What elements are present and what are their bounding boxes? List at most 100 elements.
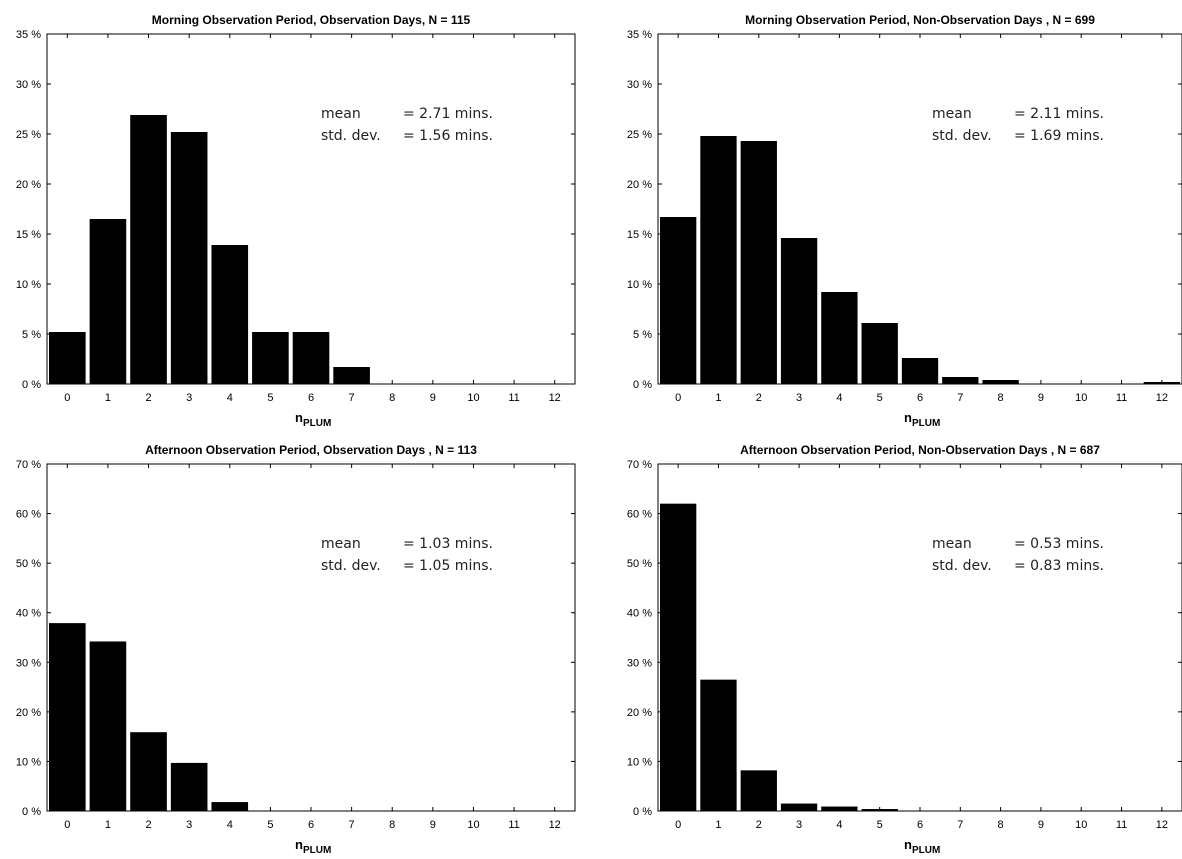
x-tick-label: 12 [1156,392,1168,404]
mean-value: = 2.11 mins. [1014,106,1104,122]
y-tick-label: 10 % [627,279,652,291]
x-tick-label: 8 [389,819,395,831]
x-tick-label: 9 [1038,392,1044,404]
y-tick-label: 25 % [16,129,41,141]
x-tick-label: 2 [145,392,151,404]
y-tick-label: 0 % [22,379,41,391]
y-tick-label: 10 % [16,279,41,291]
chart-title: Afternoon Observation Period, Non-Observ… [740,443,1100,457]
x-tick-label: 4 [836,819,842,831]
bar-1 [700,679,737,811]
y-tick-label: 20 % [16,707,41,719]
bar-3 [780,238,818,384]
bar-1 [89,219,127,384]
x-tick-label: 1 [715,392,721,404]
y-tick-label: 35 % [627,29,652,41]
bar-6 [292,332,330,384]
y-tick-label: 10 % [627,756,652,768]
bar-0 [49,623,86,811]
bar-7 [333,367,370,384]
x-tick-label: 11 [508,392,519,404]
y-tick-label: 35 % [16,29,41,41]
x-tick-label: 0 [64,819,70,831]
std-dev-value: = 1.05 mins. [403,558,493,574]
x-tick-label: 4 [836,392,842,404]
x-tick-label: 2 [756,819,762,831]
std-dev-label: std. dev. [932,128,992,144]
x-tick-label: 12 [1156,819,1168,831]
std-dev-value: = 0.83 mins. [1014,558,1104,574]
x-tick-label: 6 [917,819,923,831]
y-tick-label: 15 % [16,229,41,241]
chart-panel-4: Afternoon Observation Period, Non-Observ… [627,443,1182,856]
y-tick-label: 5 % [633,329,652,341]
chart-title: Afternoon Observation Period, Observatio… [145,443,477,457]
x-tick-label: 11 [508,819,519,831]
x-axis-label: nPLUM [295,410,331,429]
x-tick-label: 3 [186,819,192,831]
y-tick-label: 70 % [627,459,652,471]
bar-0 [660,503,697,811]
bar-2 [130,115,167,384]
x-tick-label: 6 [917,392,923,404]
x-axis-label-main: n [295,410,303,425]
x-tick-label: 10 [467,392,479,404]
y-tick-label: 60 % [627,509,652,521]
mean-label: mean [932,106,972,122]
y-tick-label: 20 % [16,179,41,191]
mean-value: = 1.03 mins. [403,536,493,552]
chart-title: Morning Observation Period, Non-Observat… [745,13,1095,27]
mean-value: = 2.71 mins. [403,106,493,122]
x-tick-label: 0 [64,392,70,404]
x-tick-label: 5 [267,819,273,831]
y-tick-label: 50 % [16,558,41,570]
std-dev-value: = 1.56 mins. [403,128,493,144]
x-tick-label: 9 [430,819,436,831]
y-tick-label: 0 % [22,806,41,818]
bar-0 [660,217,697,384]
bar-2 [130,732,167,811]
mean-label: mean [321,536,361,552]
x-tick-label: 8 [998,392,1004,404]
bar-4 [211,802,249,811]
y-tick-label: 0 % [633,806,652,818]
x-tick-label: 0 [675,819,681,831]
bar-6 [901,358,939,384]
x-tick-label: 7 [957,392,963,404]
bar-1 [700,136,737,384]
x-tick-label: 1 [105,819,111,831]
x-tick-label: 2 [756,392,762,404]
bar-4 [821,292,858,384]
mean-label: mean [321,106,361,122]
x-tick-label: 2 [145,819,151,831]
x-tick-label: 5 [877,392,883,404]
std-dev-label: std. dev. [321,128,381,144]
x-tick-label: 5 [877,819,883,831]
x-axis-label: nPLUM [904,837,940,856]
x-axis-label-main: n [904,410,912,425]
y-tick-label: 25 % [627,129,652,141]
x-tick-label: 8 [389,392,395,404]
x-tick-label: 7 [957,819,963,831]
x-tick-label: 10 [467,819,479,831]
x-tick-label: 8 [998,819,1004,831]
x-axis-label-subscript: PLUM [303,845,331,856]
bar-3 [170,132,208,384]
x-axis-label-subscript: PLUM [912,418,940,429]
bar-4 [211,245,249,384]
x-tick-label: 11 [1116,819,1127,831]
std-dev-value: = 1.69 mins. [1014,128,1104,144]
bar-2 [740,141,777,384]
chart-panel-2: Morning Observation Period, Non-Observat… [627,13,1182,429]
std-dev-label: std. dev. [932,558,992,574]
x-axis-label: nPLUM [295,837,331,856]
x-tick-label: 11 [1116,392,1127,404]
y-tick-label: 5 % [22,329,41,341]
x-tick-label: 4 [227,819,233,831]
x-tick-label: 6 [308,392,314,404]
x-axis-label-subscript: PLUM [912,845,940,856]
x-tick-label: 7 [349,819,355,831]
mean-label: mean [932,536,972,552]
chart-panel-3: Afternoon Observation Period, Observatio… [16,443,576,856]
